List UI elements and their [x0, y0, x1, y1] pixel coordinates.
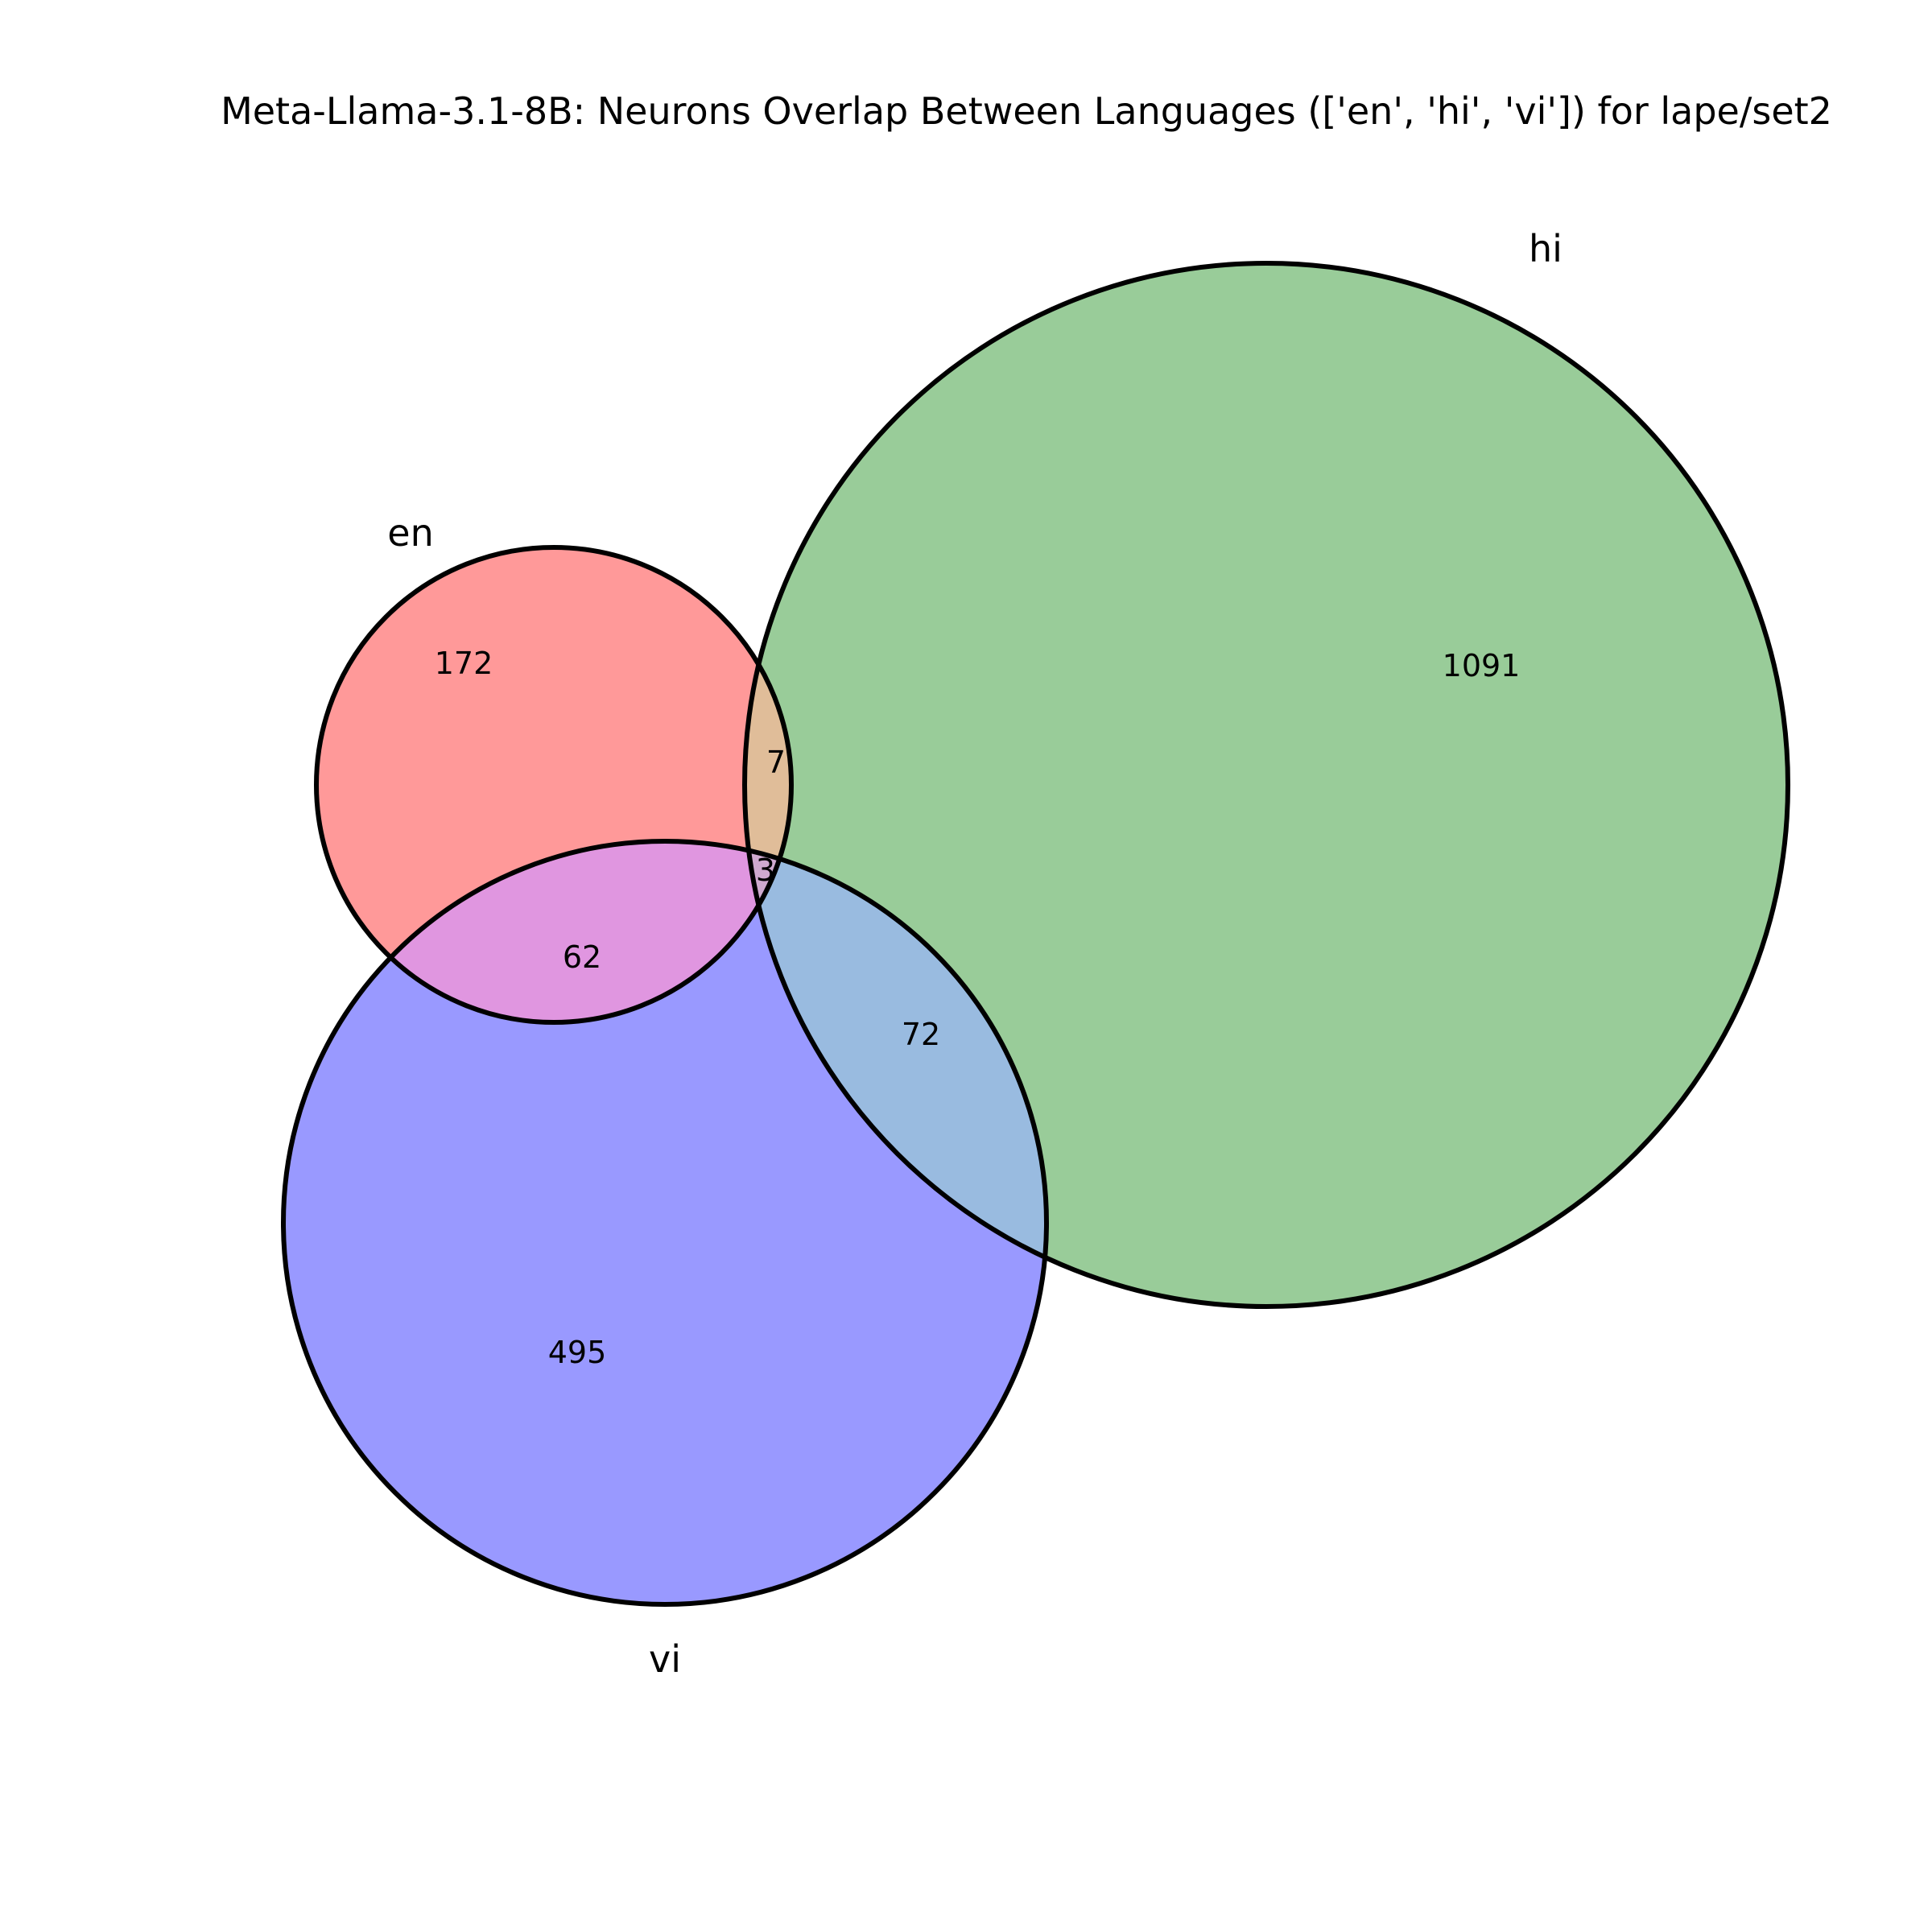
count-vi-only: 495 [548, 1335, 607, 1370]
count-en-hi: 7 [766, 745, 786, 780]
count-hi-vi: 72 [902, 1017, 940, 1052]
set-en-outline [314, 545, 794, 1025]
count-en-vi: 62 [563, 939, 601, 975]
count-hi-only: 1091 [1443, 648, 1521, 683]
count-en-hi-vi: 3 [756, 852, 775, 888]
set-label-en: en [387, 511, 433, 555]
chart-title: Meta-Llama-3.1-8B: Neurons Overlap Betwe… [221, 89, 1832, 133]
set-hi-outline [742, 261, 1790, 1309]
set-label-hi: hi [1529, 227, 1563, 270]
set-vi-outline [281, 839, 1049, 1607]
set-label-vi: vi [649, 1637, 681, 1681]
count-en-only: 172 [435, 646, 493, 681]
